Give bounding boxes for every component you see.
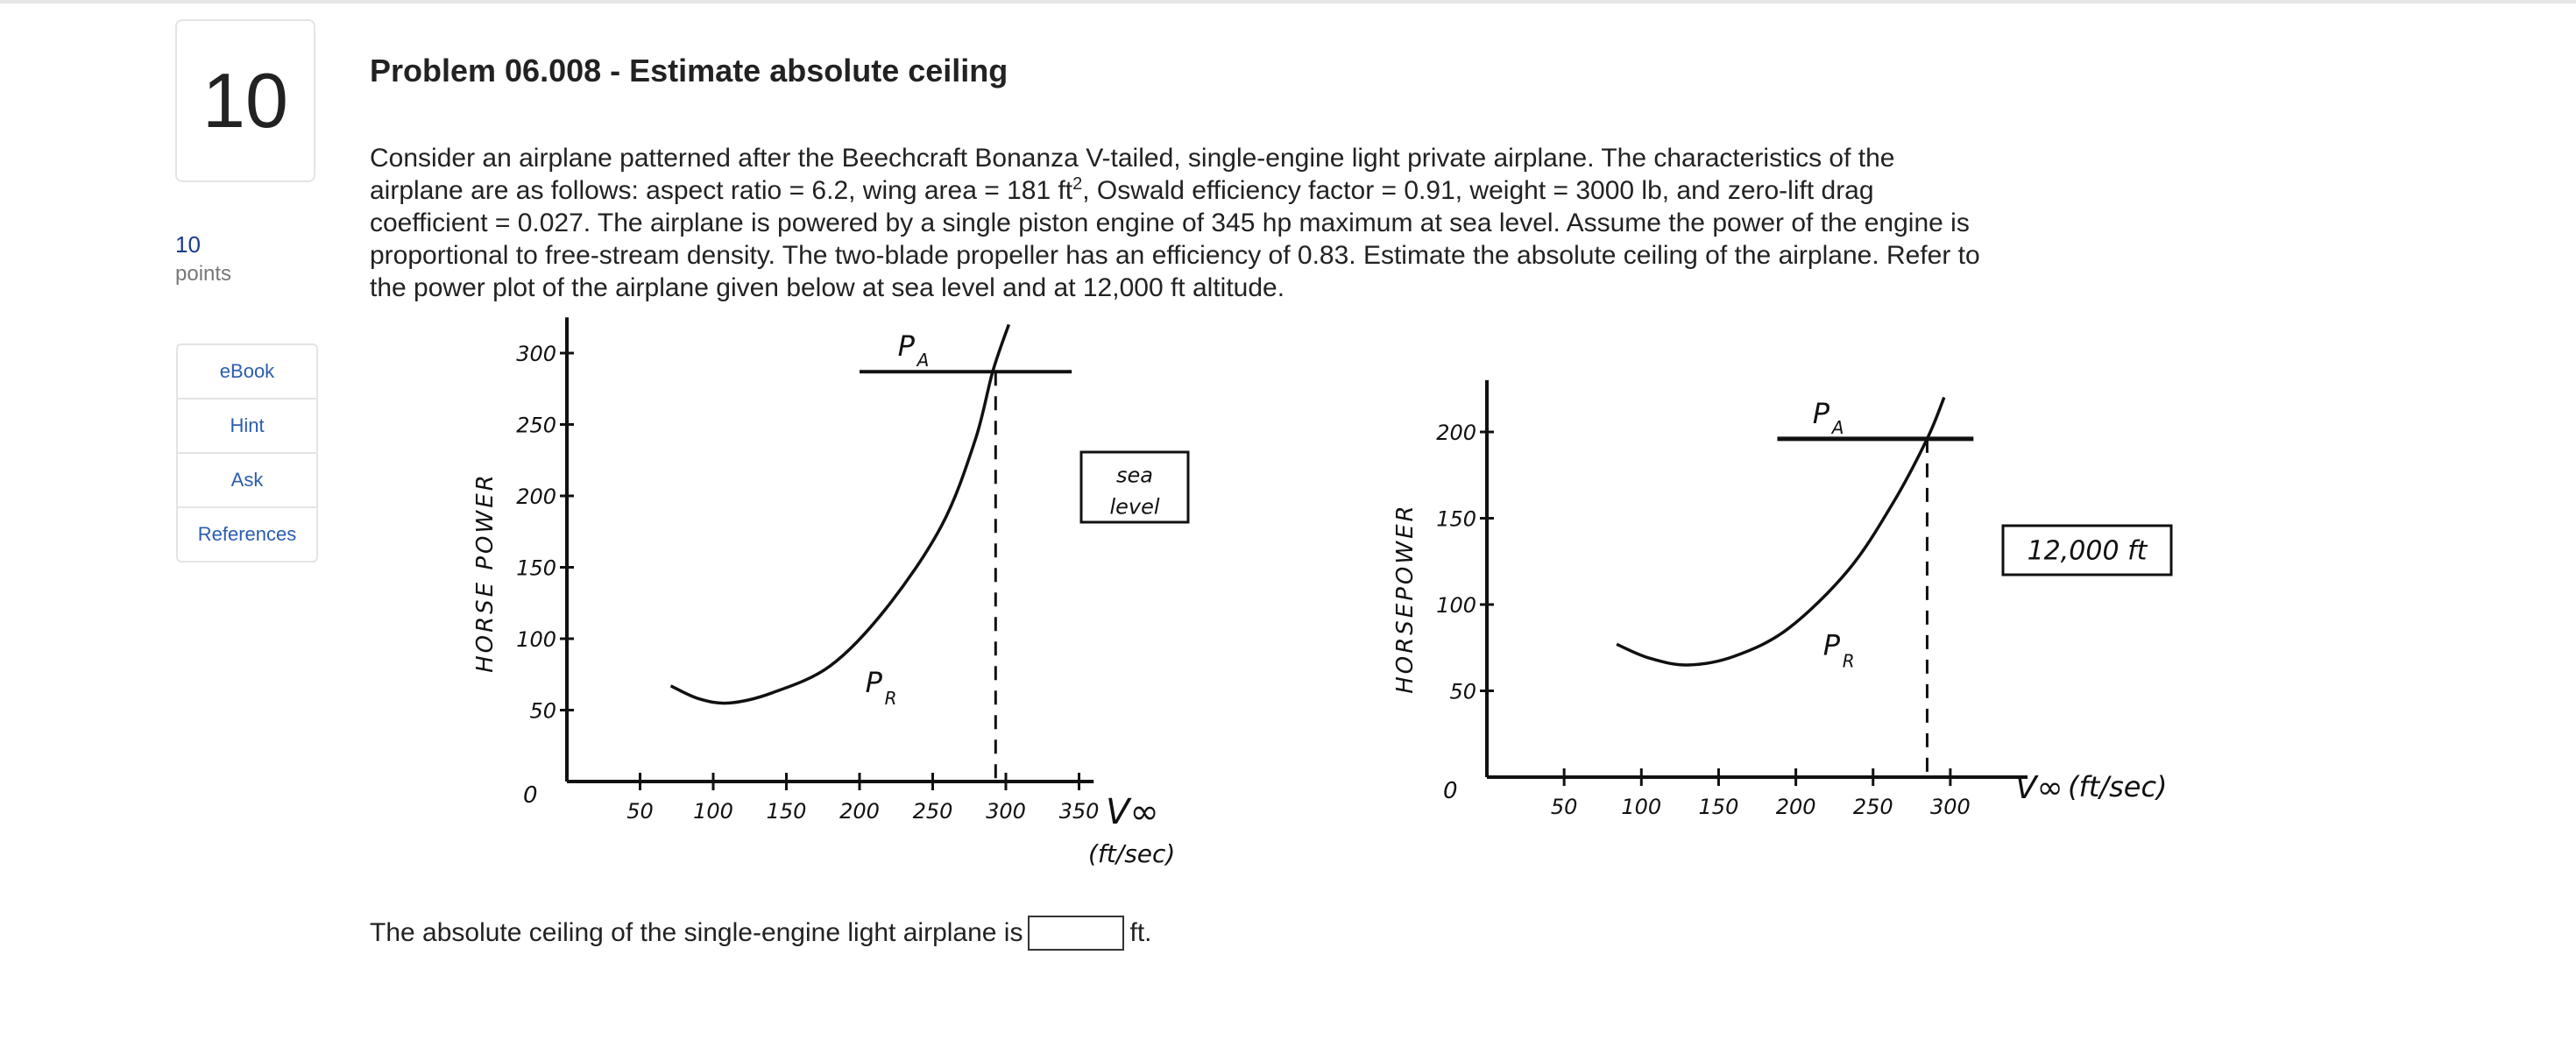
- top-border: [0, 0, 2576, 4]
- y-axis-label: HORSEPOWER: [1392, 503, 1419, 693]
- y-tick-label: 200: [516, 485, 556, 509]
- y-tick-label: 50: [1449, 680, 1476, 704]
- altitude-label: level: [1109, 495, 1159, 520]
- y-tick-label: 300: [516, 342, 556, 366]
- hint-button[interactable]: Hint: [178, 400, 316, 454]
- y-tick-label: 100: [516, 627, 556, 652]
- x-tick-label: 50: [1551, 795, 1578, 819]
- x-tick-label: 150: [1699, 795, 1739, 819]
- points: 10 points: [175, 231, 231, 286]
- power-required-label: P: [866, 666, 883, 699]
- power-required-subscript: R: [1843, 651, 1855, 672]
- x-tick-label: 150: [767, 799, 807, 824]
- answer-row: The absolute ceiling of the single-engin…: [370, 916, 1152, 951]
- x-tick-label: 300: [986, 799, 1026, 824]
- power-required-subscript: R: [885, 688, 897, 709]
- absolute-ceiling-input[interactable]: [1028, 916, 1125, 951]
- x-tick-label: 350: [1059, 799, 1100, 824]
- power-available-subscript: A: [1830, 417, 1844, 438]
- altitude-label: 12,000 ft: [2028, 536, 2148, 567]
- power-available-label: P: [898, 329, 916, 363]
- points-label: points: [175, 262, 232, 286]
- problem-text: Consider an airplane patterned after the…: [370, 142, 1991, 304]
- x-tick-label: 50: [626, 799, 654, 824]
- problem-text-part: , Oswald efficiency factor = 0.91, weigh…: [370, 176, 1980, 302]
- y-axis-label: HORSE POWER: [472, 472, 499, 673]
- ebook-button[interactable]: eBook: [178, 345, 316, 400]
- altitude-box: [2001, 524, 2173, 577]
- x-axis-unit: (ft/sec): [1088, 839, 1175, 868]
- power-required-curve: [669, 323, 1010, 705]
- altitude-label: sea: [1116, 463, 1153, 487]
- superscript: 2: [1072, 174, 1083, 194]
- x-tick-label: 300: [1930, 795, 1971, 819]
- power-required-curve: [1616, 396, 1946, 667]
- y-tick-label: 50: [529, 699, 556, 724]
- origin-label: 0: [523, 782, 538, 809]
- x-tick-label: 200: [1776, 795, 1816, 819]
- question-number: 10: [175, 19, 315, 182]
- problem-title: Problem 06.008 - Estimate absolute ceili…: [370, 53, 1008, 88]
- origin-label: 0: [1443, 778, 1458, 804]
- x-tick-label: 250: [1853, 795, 1893, 819]
- ask-button[interactable]: Ask: [178, 454, 316, 508]
- x-tick-label: 200: [839, 799, 880, 824]
- altitude-box: [1079, 450, 1190, 524]
- power-available-label: P: [1813, 397, 1830, 430]
- answer-prefix: The absolute ceiling of the single-engin…: [370, 918, 1023, 947]
- x-axis-label: V∞: [2015, 770, 2063, 806]
- problem-text-part: Consider an airplane patterned after the…: [370, 144, 1895, 205]
- y-tick-label: 200: [1436, 421, 1476, 445]
- x-axis-label: V∞: [1106, 792, 1159, 832]
- y-tick-label: 250: [516, 414, 556, 438]
- references-button[interactable]: References: [197, 523, 297, 545]
- x-tick-label: 250: [913, 799, 953, 824]
- x-tick-label: 100: [1621, 795, 1661, 819]
- y-tick-label: 100: [1436, 593, 1476, 618]
- points-value: 10: [175, 231, 201, 258]
- power-required-label: P: [1823, 629, 1841, 662]
- answer-suffix: ft.: [1129, 918, 1152, 947]
- x-axis-unit: (ft/sec): [2068, 770, 2168, 803]
- y-tick-label: 150: [516, 556, 556, 581]
- tools-panel: eBook Hint Ask References: [176, 343, 318, 562]
- y-tick-label: 150: [1436, 507, 1476, 532]
- x-tick-label: 100: [693, 799, 733, 824]
- power-available-subscript: A: [916, 350, 930, 371]
